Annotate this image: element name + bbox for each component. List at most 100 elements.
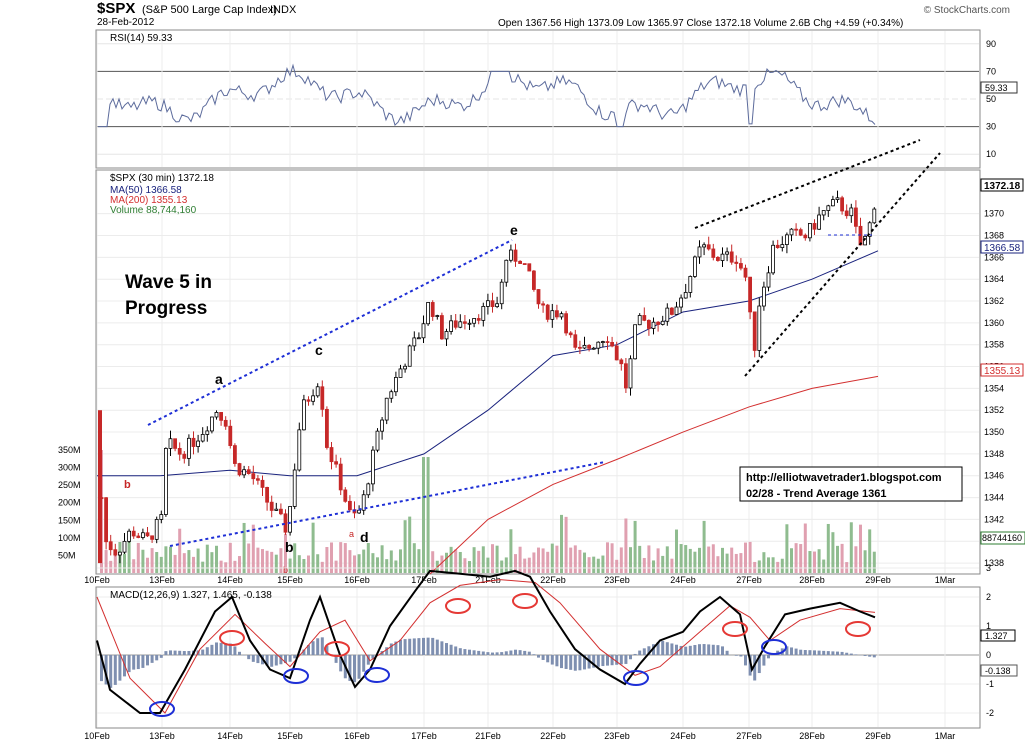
volume-bar bbox=[813, 552, 816, 573]
date-tick-top: 16Feb bbox=[344, 575, 370, 585]
candle-body bbox=[532, 271, 535, 289]
price-tick: 1352 bbox=[984, 405, 1004, 415]
candle-body bbox=[408, 346, 411, 366]
volume-bar bbox=[799, 544, 802, 573]
macd-hist-bar bbox=[183, 651, 186, 655]
volume-bar bbox=[109, 561, 112, 573]
volume-bar bbox=[385, 559, 388, 573]
date-tick-bottom: 14Feb bbox=[217, 731, 243, 741]
candle-body bbox=[666, 308, 669, 321]
volume-bar bbox=[358, 554, 361, 573]
candle-body bbox=[445, 331, 448, 338]
volume-tick: 350M bbox=[58, 445, 81, 455]
candle-body bbox=[606, 342, 609, 343]
price-tick: 1348 bbox=[984, 449, 1004, 459]
macd-hist-bar bbox=[661, 641, 664, 655]
volume-bar bbox=[486, 558, 489, 573]
macd-hist-bar bbox=[238, 652, 241, 655]
price-tick: 1346 bbox=[984, 471, 1004, 481]
macd-hist-bar bbox=[555, 655, 558, 666]
candle-body bbox=[151, 536, 154, 540]
macd-hist-bar bbox=[873, 655, 876, 657]
volume-tick: 150M bbox=[58, 515, 81, 525]
volume-bar bbox=[279, 548, 282, 573]
macd-hist-bar bbox=[611, 655, 614, 665]
volume-bar bbox=[841, 544, 844, 573]
candle-body bbox=[496, 304, 499, 307]
candle-body bbox=[109, 542, 112, 550]
macd-hist-bar bbox=[813, 650, 816, 655]
candle-body bbox=[749, 277, 752, 312]
volume-bar bbox=[270, 552, 273, 573]
macd-hist-bar bbox=[845, 653, 848, 655]
macd-hist-bar bbox=[606, 655, 609, 666]
candle-body bbox=[210, 417, 213, 431]
macd-hist-bar bbox=[459, 648, 462, 655]
volume-bar bbox=[767, 557, 770, 573]
macd-hist-bar bbox=[445, 643, 448, 655]
macd-hist-bar bbox=[827, 651, 830, 655]
macd-hist-bar bbox=[505, 651, 508, 655]
volume-bar bbox=[316, 554, 319, 573]
macd-hist-bar bbox=[634, 654, 637, 655]
candle-body bbox=[804, 235, 807, 238]
brand: © StockCharts.com bbox=[924, 5, 1010, 16]
candle-body bbox=[141, 533, 144, 538]
volume-bar bbox=[256, 548, 259, 573]
price-ticks: 1370136813661364136213601358135613541352… bbox=[984, 209, 1004, 568]
volume-bar bbox=[302, 559, 305, 573]
macd-hist-bar bbox=[427, 638, 430, 655]
macd-hist-bar bbox=[358, 655, 361, 679]
volume-bar bbox=[873, 552, 876, 573]
macd-hist-bar bbox=[528, 652, 531, 655]
date-tick-bottom: 17Feb bbox=[411, 731, 437, 741]
macd-hist-bar bbox=[289, 655, 292, 662]
candle-body bbox=[463, 322, 466, 324]
volume-bar bbox=[546, 552, 549, 573]
date-tick-bottom: 27Feb bbox=[736, 731, 762, 741]
candle-body bbox=[795, 229, 798, 230]
candle-body bbox=[486, 301, 489, 307]
volume-bar bbox=[569, 548, 572, 573]
candle-body bbox=[670, 308, 673, 314]
date-tick-bottom: 15Feb bbox=[277, 731, 303, 741]
candle-body bbox=[316, 387, 319, 396]
macd-hist-bar bbox=[744, 655, 747, 665]
macd-hist-bar bbox=[790, 647, 793, 655]
macd-hist-bar bbox=[638, 651, 641, 655]
candle-body bbox=[845, 211, 848, 216]
macd-hist-bar bbox=[422, 638, 425, 655]
macd-hist-bar bbox=[201, 650, 204, 655]
macd-hist-bar bbox=[417, 638, 420, 655]
wave-label-a: a bbox=[215, 371, 223, 387]
macd-hist-bar bbox=[178, 651, 181, 655]
macd-hist-bar bbox=[624, 655, 627, 664]
macd-hist-bar bbox=[431, 638, 434, 655]
candle-body bbox=[675, 307, 678, 314]
candle-body bbox=[831, 200, 834, 206]
volume-bar bbox=[753, 562, 756, 573]
macd-hist-bar bbox=[684, 647, 687, 655]
price-tick: 1370 bbox=[984, 209, 1004, 219]
volume-bar bbox=[827, 524, 830, 573]
candle-body bbox=[146, 533, 149, 536]
volume-tick: 200M bbox=[58, 498, 81, 508]
volume-bar bbox=[477, 551, 480, 573]
volume-bar bbox=[735, 554, 738, 573]
macd-hist-bar bbox=[841, 652, 844, 655]
volume-bar bbox=[275, 555, 278, 573]
macd-hist-bar bbox=[256, 655, 259, 663]
volume-bar bbox=[427, 457, 430, 573]
volume-bar bbox=[431, 551, 434, 573]
volume-bar bbox=[523, 559, 526, 573]
macd-hist-tag: -0.138 bbox=[985, 666, 1011, 676]
macd-hist-bar bbox=[523, 651, 526, 655]
volume-bar bbox=[537, 548, 540, 573]
volume-bar bbox=[611, 543, 614, 573]
volume-bar bbox=[790, 548, 793, 573]
date-tick-top: 15Feb bbox=[277, 575, 303, 585]
candle-body bbox=[546, 305, 549, 319]
macd-hist-bar bbox=[629, 655, 632, 659]
candle-body bbox=[298, 430, 301, 470]
candle-body bbox=[597, 342, 600, 348]
